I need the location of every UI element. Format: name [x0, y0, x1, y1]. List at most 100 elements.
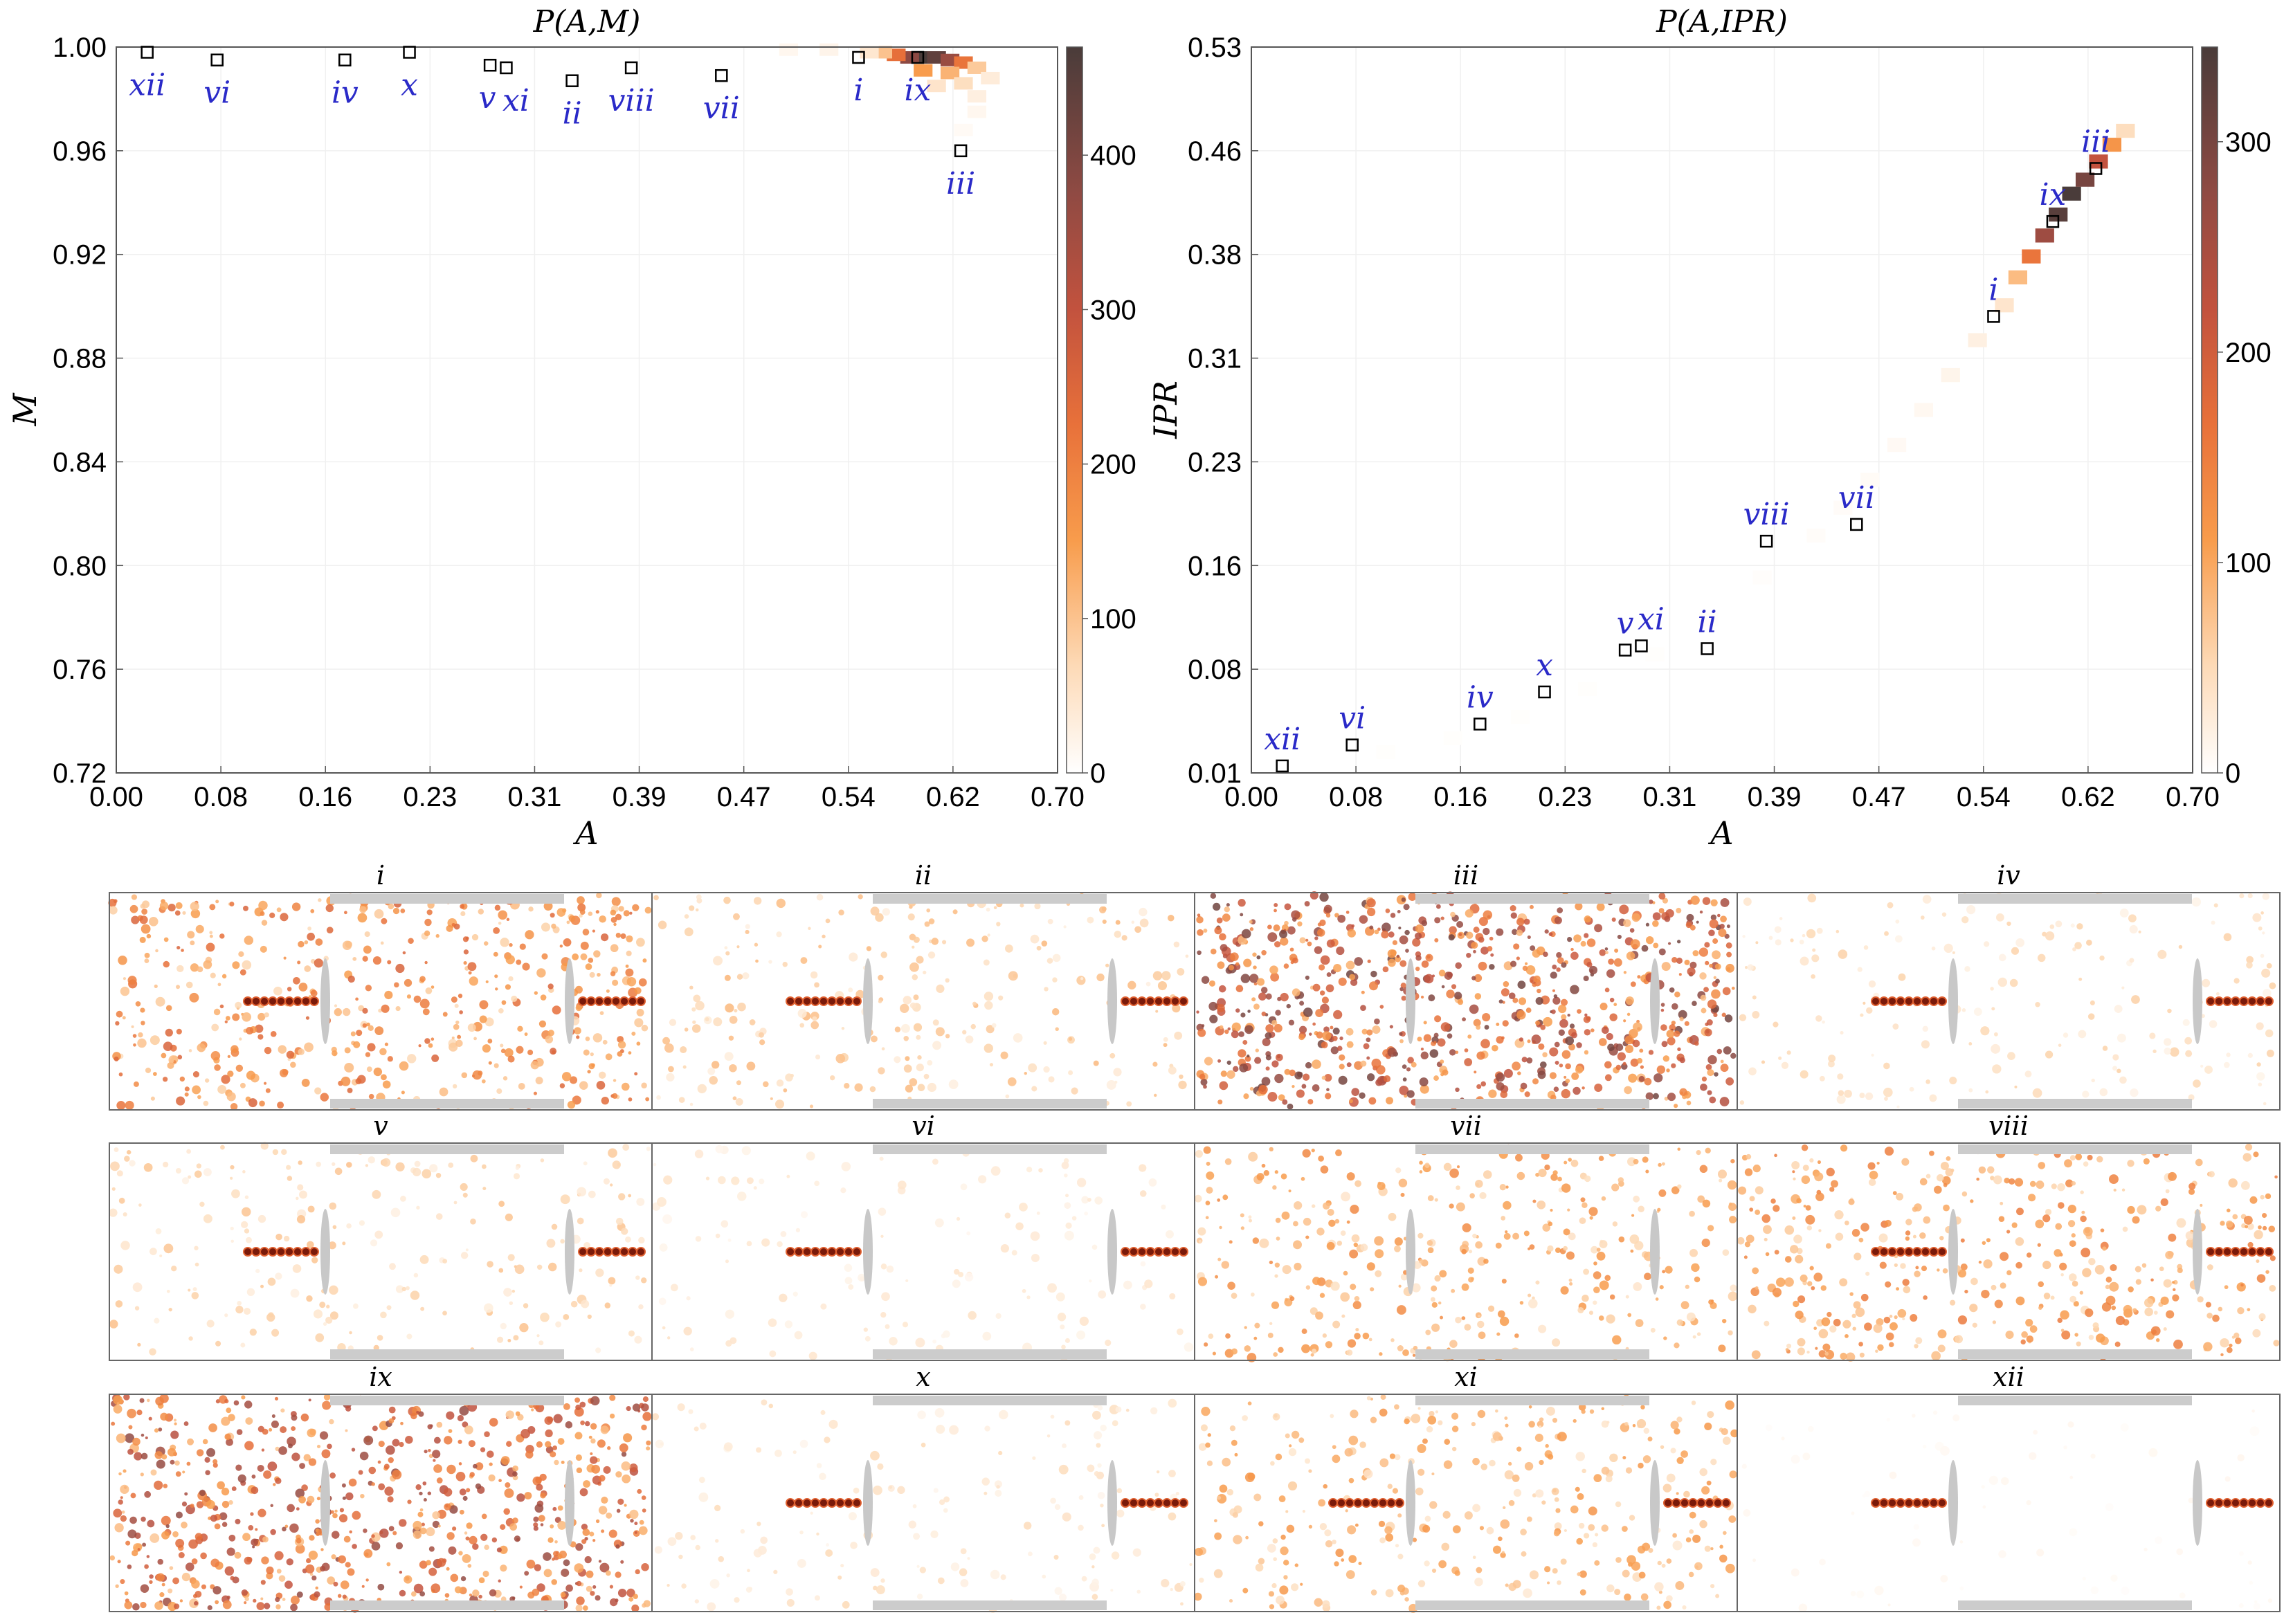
- field-speckle: [1123, 1281, 1132, 1290]
- field-speckle: [517, 1026, 523, 1032]
- field-speckle: [138, 1032, 143, 1037]
- field-speckle: [1561, 962, 1566, 968]
- field-speckle: [352, 1544, 357, 1549]
- field-speckle: [1719, 1555, 1728, 1563]
- field-speckle: [590, 972, 595, 978]
- field-speckle: [2268, 1598, 2272, 1603]
- field-speckle: [520, 1429, 530, 1439]
- field-speckle: [798, 1009, 807, 1018]
- field-speckle: [1715, 963, 1721, 969]
- field-speckle: [745, 930, 749, 934]
- mode-spot: [1722, 1499, 1730, 1507]
- field-speckle: [1275, 1170, 1278, 1174]
- field-speckle: [1559, 1064, 1563, 1067]
- field-speckle: [1379, 1409, 1388, 1417]
- field-speckle: [1802, 1176, 1811, 1185]
- field-speckle: [482, 1044, 491, 1052]
- field-speckle: [1466, 931, 1473, 938]
- field-speckle: [550, 1451, 556, 1457]
- field-speckle: [1577, 1009, 1581, 1014]
- mode-spot: [1387, 1499, 1395, 1507]
- field-speckle: [438, 1524, 441, 1527]
- mode-spot: [1345, 1499, 1354, 1507]
- field-speckle: [1797, 1338, 1805, 1347]
- field-speckle: [187, 1462, 191, 1466]
- field-speckle: [590, 1052, 594, 1056]
- mirror: [863, 1460, 873, 1546]
- field-speckle: [1632, 913, 1640, 922]
- field-speckle: [1327, 1242, 1335, 1250]
- field-speckle: [188, 1175, 191, 1178]
- field-speckle: [327, 927, 334, 933]
- waveguide-bottom: [330, 1600, 564, 1610]
- field-speckle: [192, 1086, 201, 1095]
- field-speckle: [1326, 913, 1331, 918]
- field-speckle: [501, 1049, 506, 1054]
- field-speckle: [1668, 942, 1671, 945]
- field-speckle: [203, 1214, 212, 1223]
- field-speckle: [729, 1036, 734, 1041]
- field-speckle: [2258, 1083, 2262, 1087]
- field-speckle: [644, 1600, 651, 1607]
- field-speckle: [1322, 1600, 1330, 1608]
- field-speckle: [1552, 1568, 1558, 1573]
- field-speckle: [1483, 1259, 1489, 1264]
- field-speckle: [1347, 1172, 1355, 1180]
- field-speckle: [2136, 1279, 2141, 1284]
- field-speckle: [1510, 905, 1516, 911]
- density-cell: [2022, 249, 2040, 263]
- field-speckle: [1474, 1578, 1483, 1586]
- field-speckle: [589, 1436, 592, 1439]
- field-speckle: [1631, 1214, 1634, 1217]
- field-speckle: [620, 1560, 624, 1564]
- field-speckle: [2059, 1263, 2067, 1270]
- field-speckle: [754, 897, 761, 904]
- field-speckle: [508, 1254, 515, 1261]
- field-speckle: [306, 1558, 311, 1563]
- field-speckle: [1287, 1004, 1291, 1008]
- field-speckle: [814, 1180, 819, 1186]
- field-speckle: [257, 1508, 266, 1517]
- field-speckle: [1204, 1342, 1208, 1347]
- field-speckle: [1583, 1269, 1589, 1275]
- field-speckle: [1523, 1589, 1532, 1598]
- field-speckle: [1394, 1404, 1399, 1409]
- field-speckle: [2083, 1577, 2086, 1580]
- field-speckle: [1520, 1529, 1527, 1535]
- field-speckle: [2106, 1277, 2112, 1283]
- field-speckle: [2262, 1213, 2267, 1218]
- field-speckle: [1587, 938, 1595, 947]
- mode-spot: [1121, 1248, 1130, 1256]
- field-speckle: [349, 1331, 352, 1335]
- field-speckle: [1154, 1094, 1157, 1097]
- field-speckle: [1588, 1524, 1595, 1531]
- field-speckle: [1065, 1223, 1071, 1229]
- field-speckle: [1265, 1024, 1274, 1032]
- field-speckle: [611, 917, 617, 923]
- field-speckle: [1428, 1195, 1434, 1201]
- field-speckle: [236, 1065, 243, 1072]
- field-speckle: [1217, 1198, 1220, 1202]
- field-speckle: [1483, 928, 1489, 935]
- field-speckle: [406, 1333, 412, 1339]
- field-speckle: [1381, 922, 1390, 931]
- field-speckle: [769, 1350, 776, 1357]
- field-speckle: [133, 1034, 137, 1038]
- field-speckle: [230, 1165, 234, 1169]
- field-speckle: [634, 1072, 637, 1075]
- field-speckle: [1225, 1333, 1231, 1339]
- field-speckle: [660, 1243, 668, 1252]
- field-speckle: [1859, 1238, 1864, 1243]
- field-speckle: [2237, 1282, 2246, 1291]
- field-speckle: [1427, 1240, 1433, 1246]
- field-speckle: [1235, 962, 1239, 965]
- density-cell: [1968, 333, 1987, 347]
- density-cell: [1444, 731, 1462, 745]
- field-speckle: [1764, 1238, 1768, 1241]
- field-speckle: [800, 957, 807, 964]
- field-speckle: [1496, 1333, 1500, 1336]
- field-speckle: [1282, 1212, 1290, 1220]
- field-speckle: [1436, 904, 1441, 909]
- field-speckle: [1166, 1230, 1174, 1239]
- field-speckle: [1991, 1007, 1995, 1010]
